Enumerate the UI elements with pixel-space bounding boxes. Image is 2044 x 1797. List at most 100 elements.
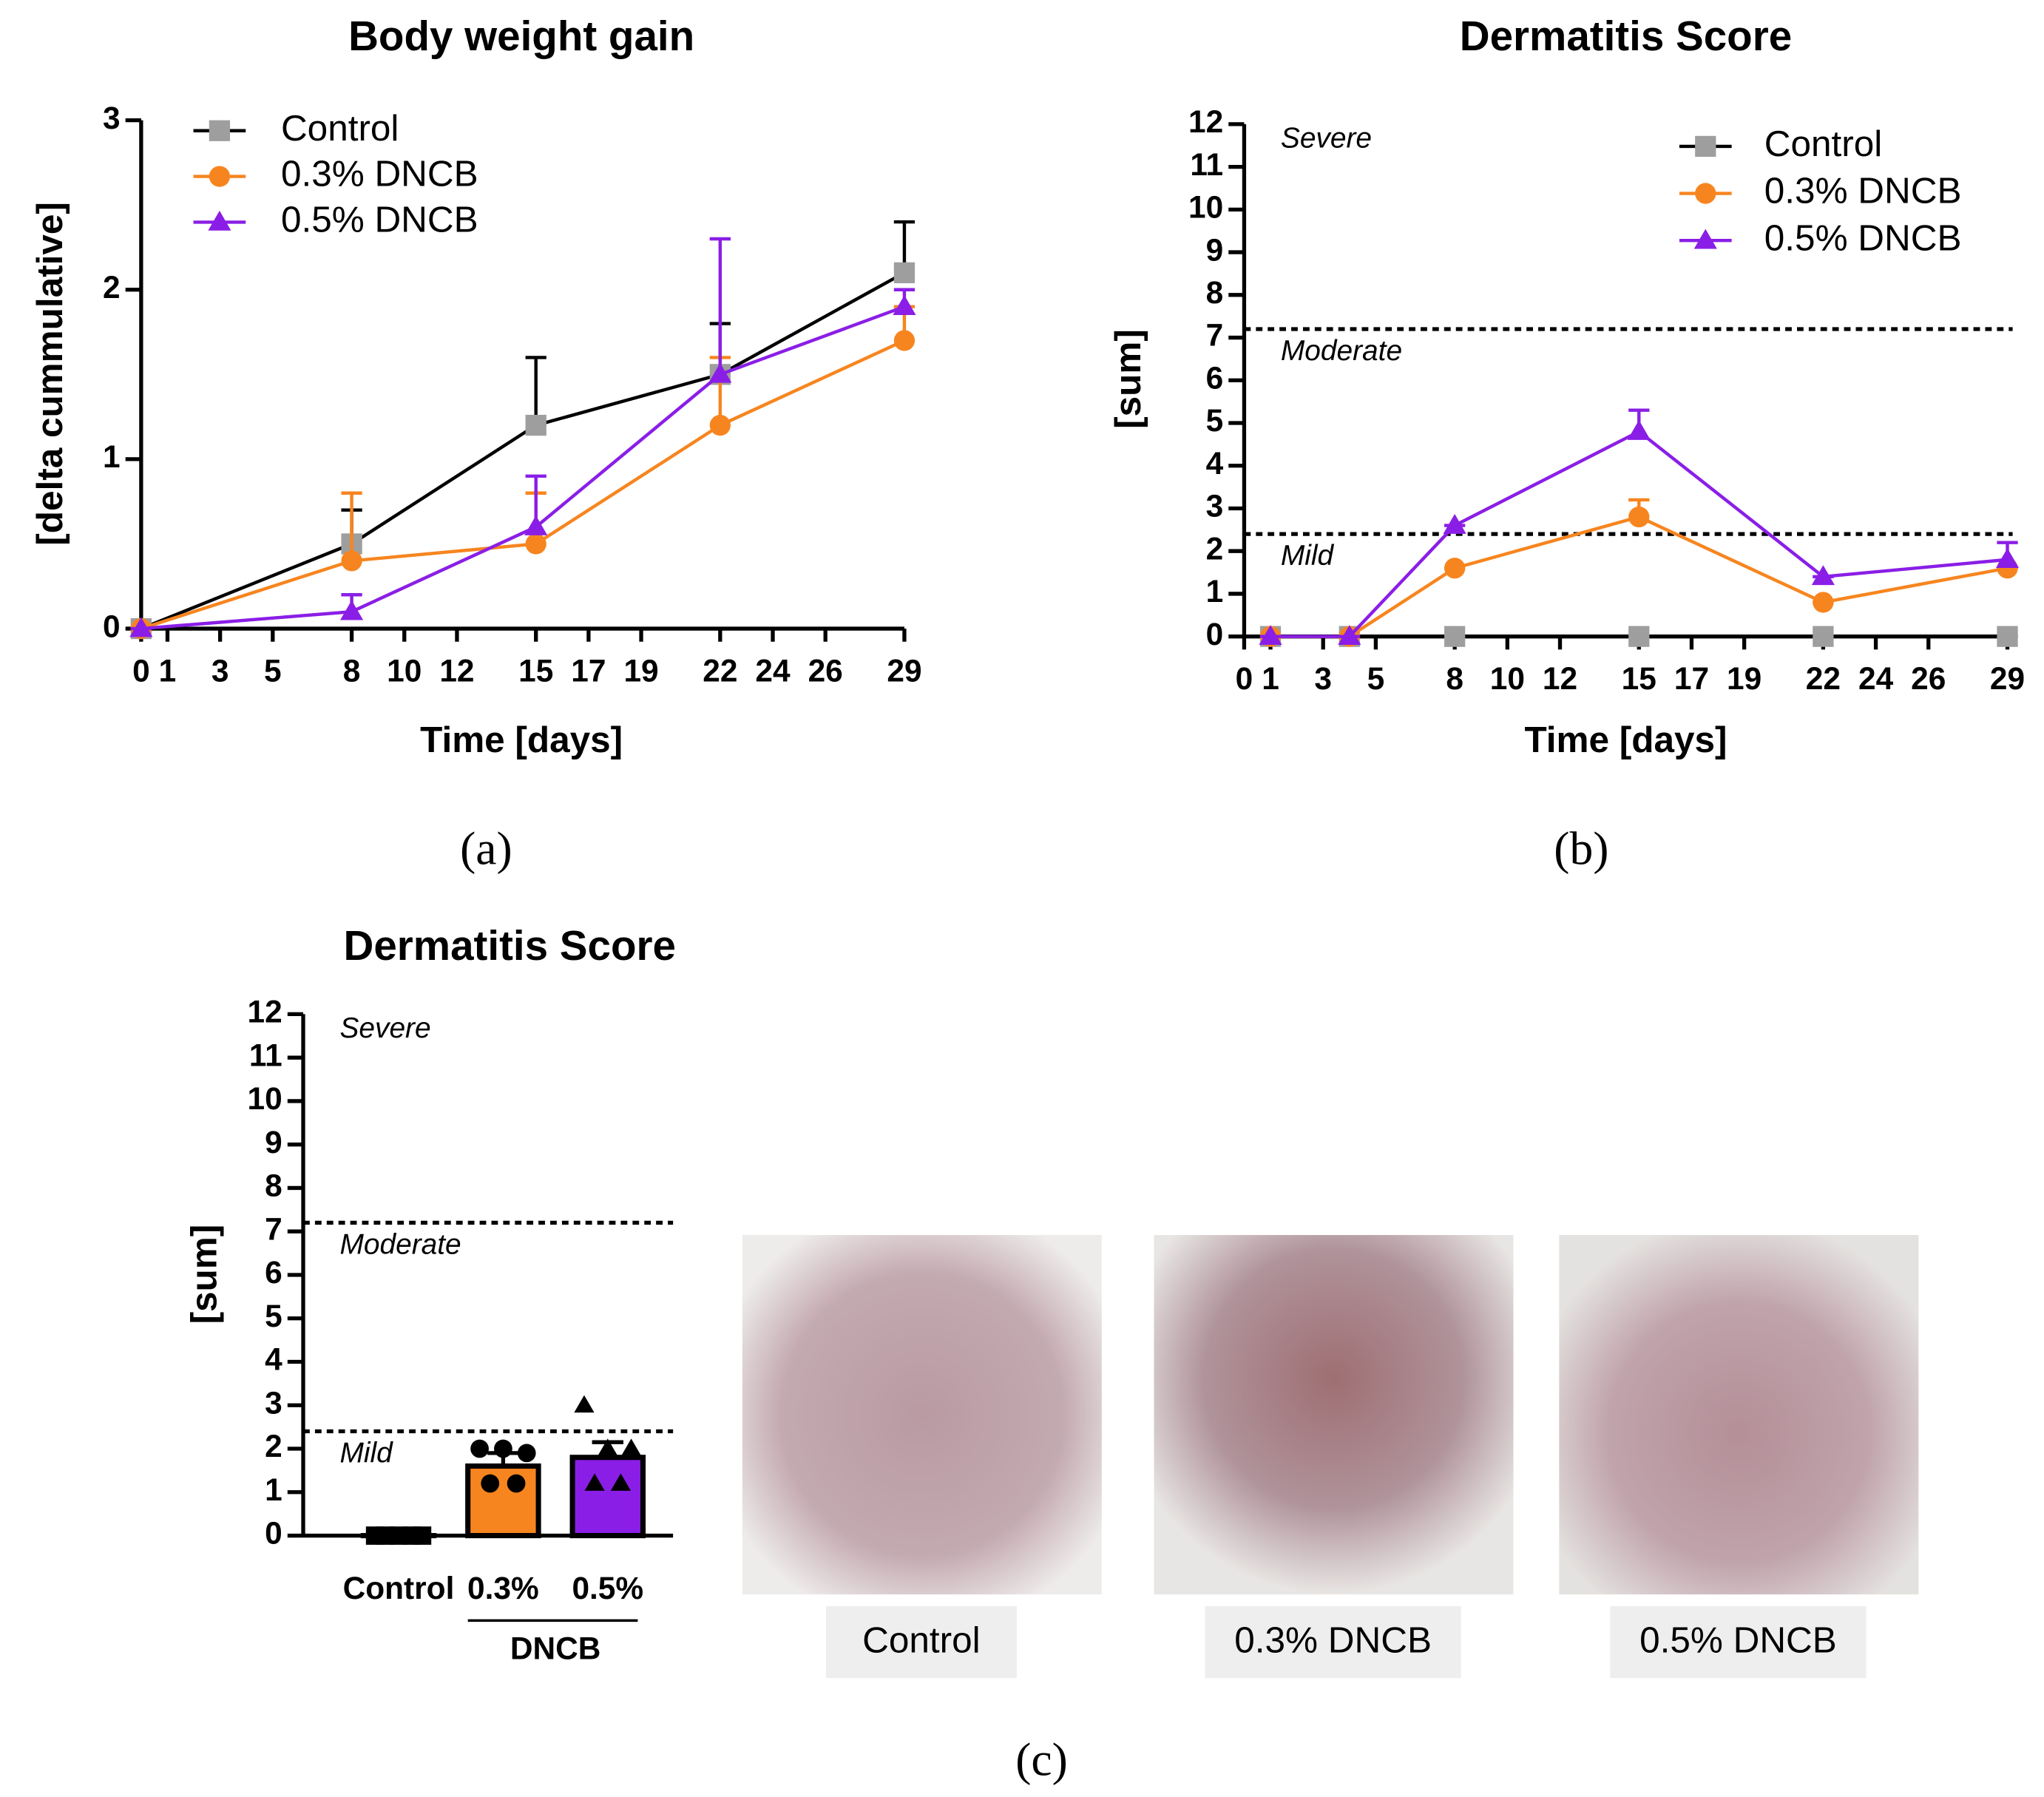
data-point — [708, 362, 732, 383]
y-tick-label: 12 — [248, 995, 282, 1029]
y-tick-label: 8 — [1206, 275, 1224, 310]
x-tick-label: 0.5% — [572, 1571, 643, 1605]
data-point — [525, 414, 546, 436]
data-point — [481, 1474, 500, 1493]
y-tick-label: 8 — [265, 1168, 282, 1203]
severity-label: Mild — [1281, 540, 1335, 572]
error-bar — [525, 356, 546, 426]
bar — [465, 1463, 541, 1539]
y-tick-label: 2 — [265, 1429, 282, 1463]
x-tick-label: 12 — [439, 653, 474, 688]
data-point — [129, 617, 153, 637]
x-tick-label: 29 — [1990, 661, 2025, 696]
x-tick-label: 19 — [1727, 661, 1762, 696]
data-point — [470, 1439, 489, 1458]
y-tick-label: 0 — [265, 1516, 282, 1551]
x-tick-label: 5 — [1367, 661, 1385, 696]
x-axis-label: Time [days] — [420, 720, 623, 760]
x-tick-label: Control — [343, 1571, 455, 1605]
x-tick-label: 10 — [1490, 661, 1525, 696]
y-tick-label: 0 — [103, 609, 121, 643]
y-tick-label: 9 — [265, 1125, 282, 1160]
data-point — [1444, 558, 1466, 579]
y-tick-label: 9 — [1206, 232, 1224, 267]
data-point — [1997, 626, 2018, 647]
data-point — [893, 262, 916, 283]
photo — [1154, 1235, 1514, 1595]
x-tick-label: 17 — [1674, 661, 1709, 696]
legend-marker — [1693, 229, 1717, 249]
data-point — [1627, 420, 1651, 440]
y-tick-label: 11 — [1190, 147, 1223, 182]
x-tick-label: 0 — [1236, 661, 1253, 696]
y-tick-label: 2 — [103, 270, 121, 305]
group-label: DNCB — [510, 1631, 601, 1665]
x-tick-label: 3 — [211, 653, 229, 688]
x-tick-label: 26 — [1911, 661, 1946, 696]
y-tick-label: 5 — [265, 1299, 282, 1333]
severity-label: Moderate — [339, 1229, 461, 1261]
x-tick-label: 22 — [1806, 661, 1841, 696]
data-point — [893, 330, 916, 351]
data-point — [1995, 548, 2020, 569]
photo-label: 0.3% DNCB — [1234, 1620, 1432, 1661]
legend-label: Control — [281, 108, 399, 149]
error-bar — [709, 237, 731, 375]
data-point — [574, 1395, 595, 1413]
y-tick-label: 1 — [265, 1472, 282, 1507]
x-tick-label: 0 — [132, 653, 150, 688]
y-tick-label: 7 — [1206, 318, 1224, 353]
x-axis-label: Time [days] — [1524, 720, 1727, 760]
legend-label: 0.3% DNCB — [281, 154, 478, 194]
x-tick-label: 15 — [518, 653, 553, 688]
data-point — [1813, 592, 1834, 613]
x-tick-label: 17 — [571, 653, 606, 688]
severity-label: Severe — [339, 1012, 430, 1044]
data-point — [494, 1439, 512, 1458]
data-point — [1628, 506, 1650, 528]
data-point — [524, 515, 548, 535]
y-tick-label: 5 — [1206, 403, 1224, 438]
y-tick-label: 10 — [1188, 190, 1223, 225]
data-point — [1338, 625, 1361, 645]
x-tick-label: 24 — [1858, 661, 1894, 696]
x-tick-label: 0.3% — [467, 1571, 539, 1605]
chart-title: Body weight gain — [348, 13, 694, 59]
legend-marker — [1695, 183, 1716, 204]
data-point — [610, 1473, 632, 1491]
photo — [1559, 1235, 1919, 1595]
x-tick-label: 19 — [623, 653, 658, 688]
y-tick-label: 1 — [103, 439, 121, 474]
y-axis-label: [sum] — [183, 1225, 224, 1324]
legend-label: 0.5% DNCB — [281, 200, 478, 240]
x-tick-label: 26 — [808, 653, 843, 688]
series-line — [141, 305, 905, 631]
y-tick-label: 4 — [265, 1342, 282, 1377]
x-tick-label: 5 — [264, 653, 282, 688]
data-point — [340, 600, 364, 620]
severity-label: Moderate — [1281, 335, 1402, 367]
y-tick-label: 3 — [1206, 489, 1224, 524]
panel-label: (c) — [1015, 1733, 1068, 1785]
bar — [569, 1455, 646, 1539]
panel-label: (b) — [1554, 822, 1608, 875]
data-point — [507, 1474, 526, 1493]
severity-label: Mild — [339, 1438, 393, 1469]
photo — [742, 1235, 1102, 1595]
y-tick-label: 6 — [265, 1255, 282, 1290]
data-point — [517, 1444, 536, 1463]
legend-marker — [209, 120, 231, 141]
x-tick-label: 8 — [1446, 661, 1463, 696]
data-point — [1628, 626, 1650, 647]
y-tick-label: 0 — [1206, 617, 1224, 652]
panel-label: (a) — [460, 822, 512, 875]
y-tick-label: 4 — [1206, 446, 1224, 481]
data-point — [1443, 514, 1466, 534]
data-point — [341, 550, 362, 572]
x-tick-label: 8 — [343, 653, 361, 688]
y-tick-label: 11 — [249, 1038, 282, 1072]
data-point — [620, 1438, 642, 1456]
data-point — [1811, 565, 1835, 586]
x-tick-label: 10 — [387, 653, 422, 688]
photo-label: 0.5% DNCB — [1639, 1620, 1837, 1661]
